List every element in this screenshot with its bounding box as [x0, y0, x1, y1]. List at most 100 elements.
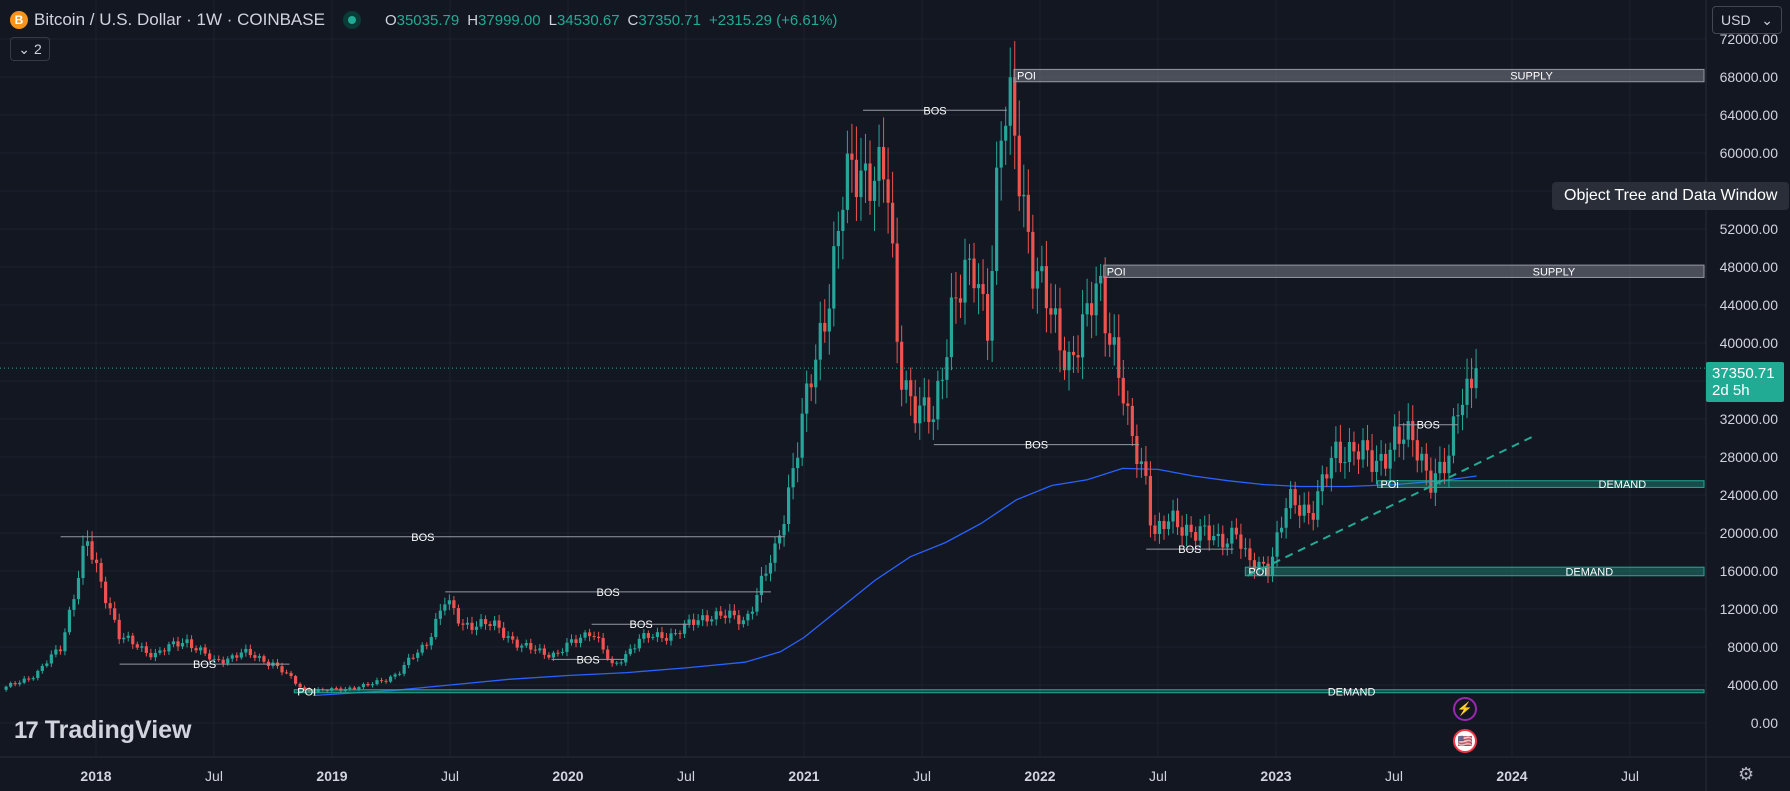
candle: [949, 273, 954, 371]
candle-body: [1451, 416, 1456, 456]
candle-body: [963, 259, 967, 303]
candle: [1239, 523, 1243, 559]
candle: [492, 615, 497, 631]
price-tick-label: 72000.00: [1720, 31, 1779, 47]
candle: [985, 268, 990, 361]
zone-left-label: POi: [1380, 479, 1398, 491]
candle-body: [791, 468, 795, 488]
candle-body: [334, 688, 338, 690]
candle-body: [94, 559, 99, 564]
candle: [235, 652, 239, 662]
candle-body: [239, 652, 243, 658]
candle: [592, 631, 596, 641]
candle: [289, 670, 293, 679]
bos-annotation: BOS: [863, 105, 1007, 117]
candle-body: [1275, 532, 1279, 557]
candle: [185, 634, 189, 648]
candle-body: [370, 684, 375, 686]
candle: [140, 642, 144, 652]
candle: [737, 610, 741, 631]
candle-body: [692, 619, 696, 625]
gear-icon[interactable]: ⚙: [1738, 764, 1755, 784]
symbol-legend[interactable]: B Bitcoin / U.S. Dollar · 1W · COINBASE …: [10, 9, 837, 31]
candle: [845, 130, 849, 224]
candle: [556, 649, 560, 657]
candle-body: [289, 672, 293, 677]
flash-event-icon[interactable]: ⚡: [1453, 697, 1477, 721]
candle-body: [1126, 403, 1130, 406]
candle: [171, 637, 176, 648]
candle: [230, 653, 234, 662]
candle-body: [253, 655, 257, 658]
indicators-toggle-button[interactable]: ⌄ 2: [10, 37, 50, 61]
candle-body: [1293, 489, 1297, 506]
candle-body: [483, 619, 488, 625]
candle: [153, 648, 157, 662]
candle-body: [407, 657, 411, 666]
candle-body: [854, 159, 859, 198]
symbol-title[interactable]: Bitcoin / U.S. Dollar · 1W · COINBASE: [34, 10, 325, 29]
candle: [782, 515, 786, 547]
candle-body: [438, 610, 442, 619]
candle: [407, 653, 411, 669]
us-flag-event-icon[interactable]: 🇺🇸: [1453, 729, 1477, 753]
candle: [1270, 547, 1275, 583]
candle: [194, 645, 198, 653]
candle: [633, 643, 637, 654]
candle: [31, 676, 35, 681]
time-tick-label: Jul: [1385, 768, 1403, 784]
candle-body: [194, 648, 198, 651]
candle: [805, 370, 809, 433]
candle-body: [1212, 536, 1216, 541]
candle: [244, 644, 248, 657]
bitcoin-icon: B: [10, 11, 28, 29]
tradingview-logo[interactable]: 17 TradingView: [14, 716, 192, 745]
candle: [995, 141, 999, 285]
candle-body: [293, 676, 298, 684]
candle-body: [551, 652, 555, 658]
candle-body: [185, 639, 189, 644]
candle: [628, 644, 632, 657]
candle-body: [1261, 561, 1266, 564]
candle-body: [673, 633, 678, 635]
candle: [1279, 516, 1284, 539]
candle-body: [58, 649, 62, 652]
candle: [361, 682, 366, 690]
candle: [54, 645, 58, 658]
candle-body: [1049, 308, 1053, 315]
market-status-icon[interactable]: [342, 11, 361, 29]
time-tick-label: 2018: [80, 768, 111, 784]
candle: [411, 654, 415, 660]
price-tick-label: 0.00: [1751, 715, 1778, 731]
candle: [45, 660, 49, 668]
candle: [1248, 538, 1252, 568]
bos-annotations-layer: BOS BOS BOS BOS BOS BOS BOS BOS BOS: [60, 105, 1458, 671]
candle: [569, 634, 574, 646]
candle-body: [768, 562, 773, 574]
candle: [891, 171, 895, 258]
bos-label: BOS: [1178, 544, 1201, 556]
candle: [624, 650, 628, 666]
bos-label: BOS: [630, 619, 653, 631]
candle-body: [863, 163, 868, 171]
price-tick-label: 24000.00: [1720, 487, 1779, 503]
candle-body: [1171, 510, 1175, 522]
currency-selector[interactable]: USD ⌄: [1712, 6, 1782, 34]
candle-body: [149, 652, 153, 658]
candle: [1334, 426, 1338, 473]
candle-body: [135, 644, 139, 648]
candle-body: [895, 243, 899, 342]
candle: [529, 638, 533, 654]
bos-annotation: BOS: [1398, 420, 1458, 432]
candle-body: [474, 626, 479, 630]
candle: [253, 651, 257, 662]
candle: [796, 442, 800, 483]
candle-body: [13, 683, 17, 685]
candle: [1261, 556, 1266, 573]
candle-body: [90, 541, 94, 560]
candle: [850, 123, 854, 193]
candle-body: [1338, 441, 1342, 464]
candle-body: [1130, 405, 1134, 436]
moving-average-layer: [313, 467, 1477, 697]
